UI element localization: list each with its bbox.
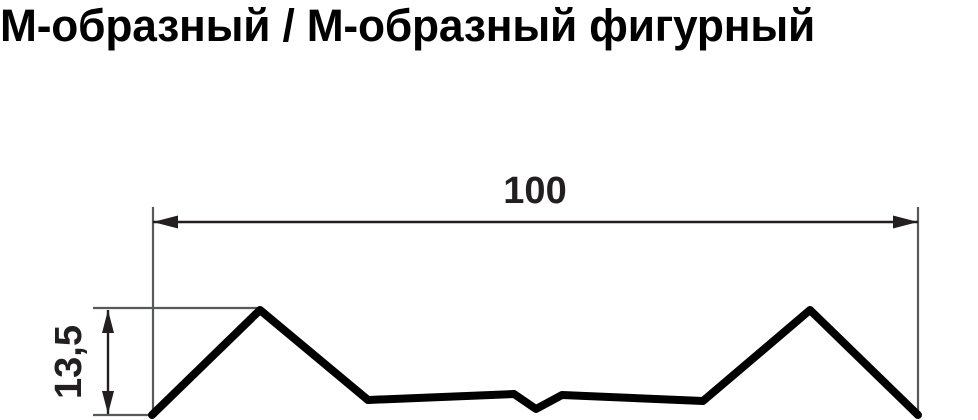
width-dimension-label: 100 [503, 170, 566, 212]
m-profile-outline [148, 306, 922, 419]
width-arrow-right-icon [893, 215, 918, 229]
height-arrow-up-icon [102, 310, 114, 333]
width-arrow-left-icon [153, 215, 178, 229]
height-dimension-label: 13,5 [48, 325, 90, 399]
page-title: М-образный / М-образный фигурный [0, 0, 816, 51]
height-arrow-down-icon [102, 391, 114, 414]
